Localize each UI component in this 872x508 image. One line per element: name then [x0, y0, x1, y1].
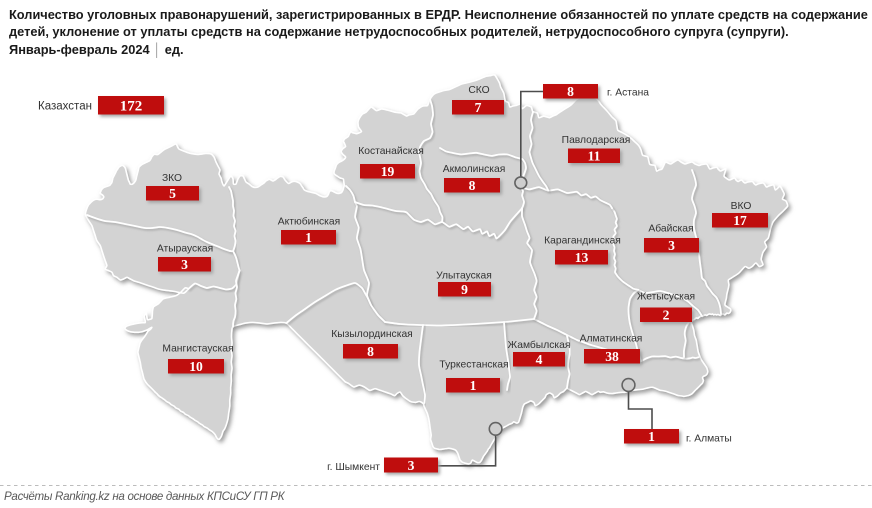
svg-text:10: 10 [189, 359, 203, 374]
svg-text:3: 3 [181, 257, 188, 272]
svg-text:Алматинская: Алматинская [580, 334, 643, 345]
svg-text:3: 3 [668, 238, 675, 253]
svg-text:Актюбинская: Актюбинская [278, 216, 340, 228]
svg-text:19: 19 [381, 164, 395, 179]
svg-text:8: 8 [567, 84, 574, 99]
svg-text:1: 1 [470, 378, 477, 393]
svg-text:г. Алматы: г. Алматы [686, 434, 732, 445]
svg-text:ВКО: ВКО [731, 201, 752, 212]
svg-text:11: 11 [588, 149, 601, 164]
svg-text:8: 8 [367, 344, 374, 359]
svg-text:Атырауская: Атырауская [157, 244, 213, 255]
svg-text:Казахстан: Казахстан [38, 101, 92, 113]
svg-text:4: 4 [536, 352, 543, 367]
svg-text:13: 13 [575, 250, 589, 265]
svg-text:Абайская: Абайская [648, 223, 693, 235]
svg-text:г. Шымкент: г. Шымкент [327, 462, 380, 473]
svg-text:8: 8 [469, 178, 476, 193]
svg-text:Костанайская: Костанайская [358, 146, 424, 157]
svg-text:Кызылординская: Кызылординская [331, 329, 413, 340]
svg-text:Туркестанская: Туркестанская [439, 360, 508, 371]
svg-text:9: 9 [461, 282, 468, 297]
svg-text:38: 38 [605, 349, 619, 364]
svg-text:5: 5 [169, 186, 176, 201]
svg-text:2: 2 [663, 308, 670, 323]
svg-text:7: 7 [475, 100, 482, 115]
svg-text:Акмолинская: Акмолинская [443, 164, 506, 175]
svg-text:Жамбылская: Жамбылская [508, 339, 571, 351]
svg-text:1: 1 [305, 230, 312, 245]
svg-text:3: 3 [408, 458, 415, 473]
svg-text:СКО: СКО [468, 85, 489, 96]
svg-text:Карагандинская: Карагандинская [544, 236, 621, 247]
svg-text:Жетысуская: Жетысуская [637, 292, 695, 303]
svg-text:1: 1 [648, 429, 655, 444]
svg-text:Улытауская: Улытауская [436, 271, 492, 282]
svg-text:ЗКО: ЗКО [162, 173, 182, 184]
svg-text:Павлодарская: Павлодарская [562, 135, 631, 146]
svg-text:17: 17 [733, 213, 747, 228]
svg-text:Мангистауская: Мангистауская [162, 344, 233, 355]
svg-text:г. Астана: г. Астана [607, 88, 649, 99]
svg-text:172: 172 [120, 99, 143, 115]
